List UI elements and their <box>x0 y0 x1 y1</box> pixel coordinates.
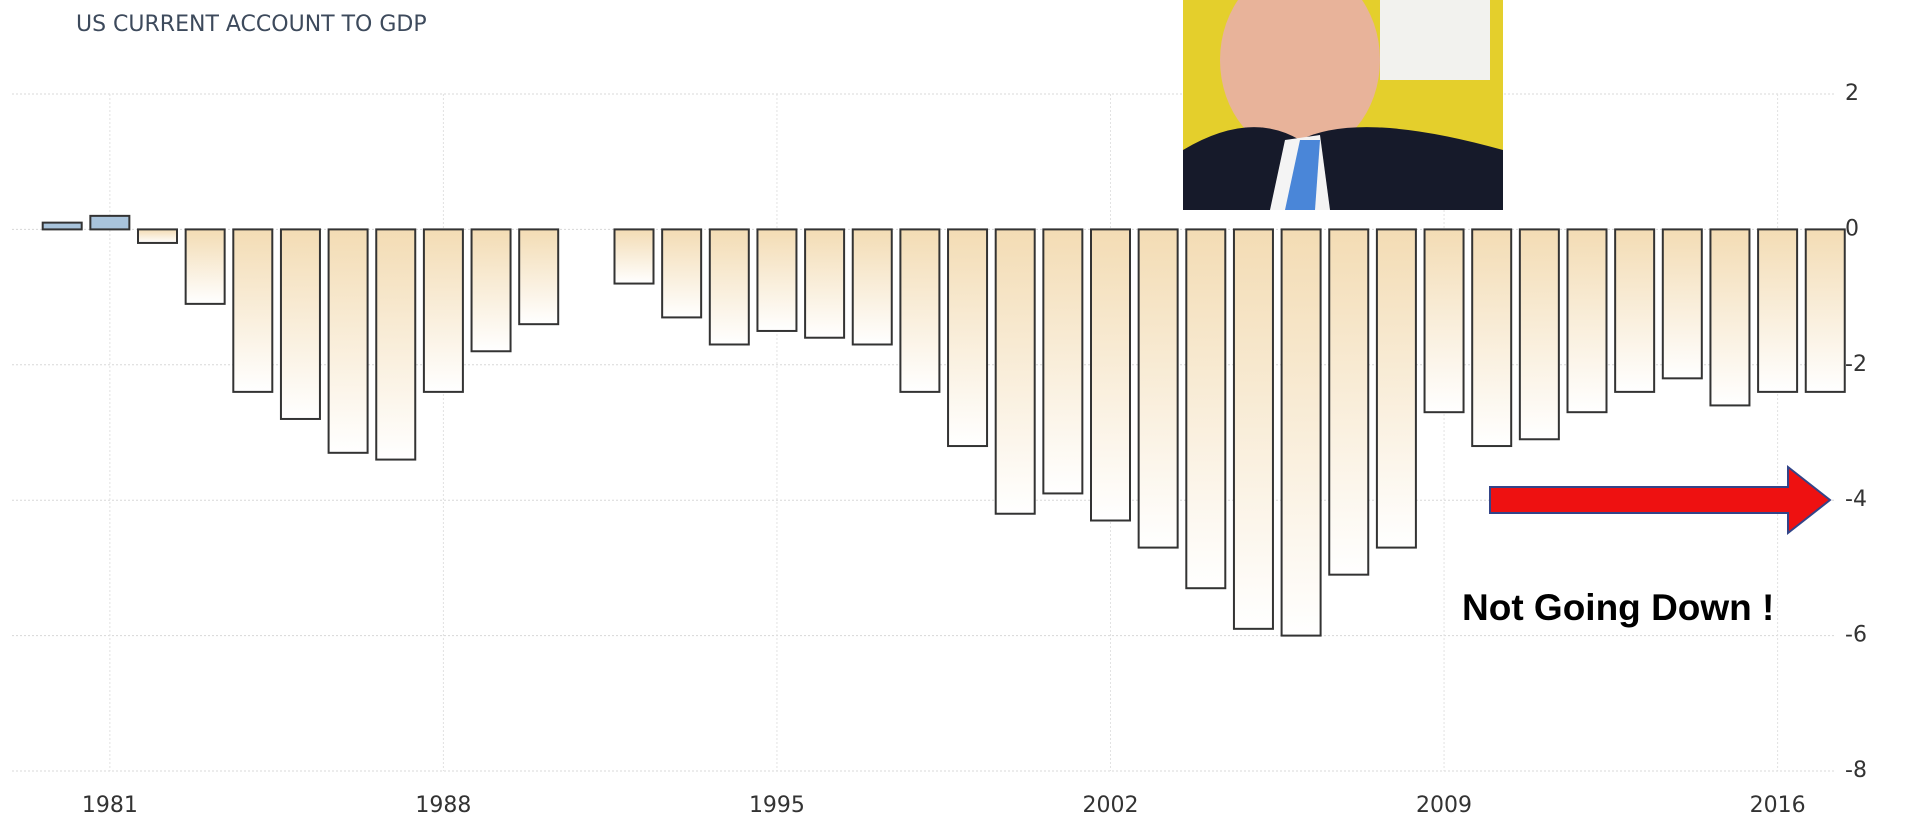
bar <box>851 228 893 346</box>
bar <box>1423 228 1465 414</box>
bar <box>375 228 417 461</box>
bar <box>1280 228 1322 637</box>
bar <box>1471 228 1513 448</box>
bar <box>232 228 274 393</box>
bar <box>947 228 989 448</box>
x-tick-label: 2009 <box>1416 793 1472 818</box>
bar <box>1185 228 1227 590</box>
bar <box>1328 228 1370 576</box>
bar <box>613 228 655 285</box>
bar <box>1042 228 1084 495</box>
bar <box>327 228 369 454</box>
bar <box>1090 228 1131 522</box>
bar <box>994 228 1036 515</box>
bar <box>1137 228 1179 549</box>
x-tick-label: 1981 <box>82 793 138 818</box>
x-tick-label: 1988 <box>415 793 471 818</box>
photo <box>1183 0 1503 210</box>
bar <box>1614 228 1656 393</box>
y-tick-label: -6 <box>1845 623 1867 648</box>
bar <box>422 228 464 393</box>
bar <box>184 228 226 305</box>
bar <box>1566 228 1608 414</box>
bar <box>899 228 941 393</box>
bar <box>1375 228 1417 549</box>
bar <box>661 228 703 319</box>
bar <box>137 228 178 244</box>
y-tick-label: 0 <box>1845 216 1859 241</box>
bar <box>518 228 560 326</box>
bar <box>279 228 321 420</box>
y-tick-label: -8 <box>1845 758 1867 783</box>
x-tick-label: 2002 <box>1083 793 1139 818</box>
x-tick-label: 2016 <box>1750 793 1806 818</box>
chart-title: US CURRENT ACCOUNT TO GDP <box>76 12 427 37</box>
bar <box>756 228 798 332</box>
bar <box>470 228 512 353</box>
bar <box>1232 228 1274 630</box>
bar <box>1518 228 1560 441</box>
annotation: Not Going Down ! <box>1462 587 1774 628</box>
y-tick-label: 2 <box>1845 81 1859 106</box>
y-tick-label: -4 <box>1845 487 1867 512</box>
x-tick-label: 1995 <box>749 793 805 818</box>
bar <box>1804 228 1846 393</box>
y-tick-label: -2 <box>1845 352 1867 377</box>
bar <box>41 221 83 231</box>
bar <box>804 228 846 339</box>
arrow <box>1489 464 1832 536</box>
bar <box>1757 228 1799 393</box>
bar <box>708 228 750 346</box>
bar <box>89 214 131 231</box>
bar <box>1709 228 1751 407</box>
bar <box>1661 228 1703 380</box>
